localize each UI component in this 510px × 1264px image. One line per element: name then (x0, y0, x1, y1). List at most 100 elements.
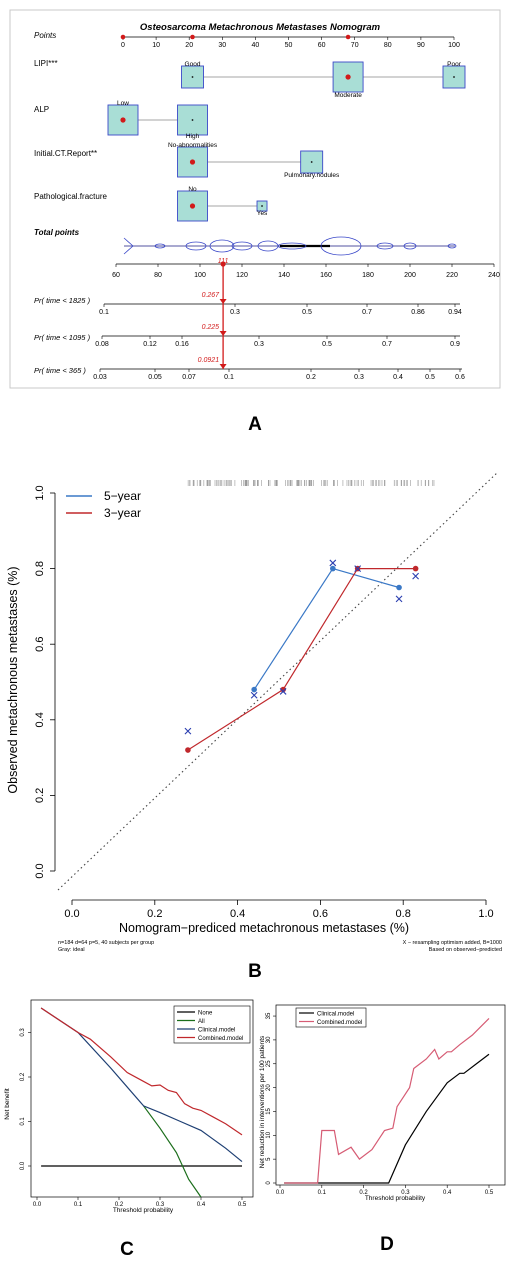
dca-c-x-tick-label: 0.1 (74, 1202, 83, 1208)
probability-tick-label: 0.5 (322, 341, 332, 348)
total-points-tick-label: 240 (488, 272, 500, 279)
calibration-x-tick-label: 0.0 (64, 908, 79, 920)
variable-rows: Good Moderate Poor Low High No-abnormalities P… (107, 61, 466, 222)
calibration-x-tick-label: 0.4 (230, 908, 245, 920)
points-marker (120, 34, 126, 40)
dca-d-y-tick-label: 30 (266, 1036, 272, 1043)
calibration-y-tick-label: 0.8 (34, 561, 46, 576)
variable-label-ct-report: Initial.CT.Report** (34, 149, 97, 158)
calibration-note-left-2: Gray: ideal (58, 947, 85, 953)
calibration-series (184, 559, 420, 753)
total-points-tick-label: 120 (236, 272, 248, 279)
calibration-axes: 0.0 0.0 0.2 0.2 0.4 0.4 0.6 0.6 0.8 0.8 1.0 1.0 (34, 485, 494, 920)
panel-label-b: B (248, 961, 262, 982)
legend-label-3-year: 3−year (104, 506, 141, 520)
calibration-note-right-1: X − resampling optimism added, B=1000 (403, 940, 502, 946)
dca-c-x-label: Threshold probability (113, 1207, 174, 1214)
total-points-tick-label: 60 (112, 272, 120, 279)
probability-tick-label: 0.86 (411, 309, 425, 316)
dca-d-plot-box (275, 1004, 506, 1186)
distribution-shape (123, 237, 134, 255)
optimism-cross (329, 559, 337, 567)
dca-d-legend-label: Clinical.model (317, 1011, 354, 1017)
calibration-x-tick-label: 0.6 (313, 908, 328, 920)
points-tick-label: 10 (152, 42, 160, 49)
variable-label-lipi: LIPI*** (34, 59, 58, 68)
distribution-shape (376, 242, 394, 250)
calibration-note-right-2: Based on observed−predicted (429, 947, 502, 953)
dca-c-x-tick-label: 0.5 (238, 1202, 247, 1208)
level-label: Pulmonary.nodules (284, 172, 340, 179)
dca-d-x-tick-label: 0.1 (318, 1190, 327, 1196)
dca-d-line (284, 1018, 490, 1184)
dca-c-x-tick-label: 0.0 (33, 1202, 42, 1208)
prob-label-1825: Pr( time < 1825 ) (34, 296, 91, 305)
total-points-tick-label: 200 (404, 272, 416, 279)
distribution-shape (320, 236, 362, 256)
prediction-value: 0.0921 (198, 357, 220, 364)
dca-d-y-tick-label: 0 (266, 1181, 272, 1185)
prob-label-1095: Pr( time < 1095 ) (34, 333, 91, 342)
dca-d-x-tick-label: 0.3 (401, 1190, 410, 1196)
probability-tick-label: 0.7 (362, 309, 372, 316)
probability-tick-label: 0.3 (230, 309, 240, 316)
dca-d-y-tick-label: 5 (266, 1157, 272, 1161)
dca-d-y-label: Net reduction in interventions per 100 p… (259, 1035, 266, 1168)
probability-tick-label: 0.5 (302, 309, 312, 316)
dca-d-x-label: Threshold probability (365, 1195, 426, 1202)
probability-tick-label: 0.03 (93, 374, 107, 381)
calibration-panel: 0.0 0.0 0.2 0.2 0.4 0.4 0.6 0.6 0.8 0.8 1.0 1.0 5−y… (6, 471, 502, 953)
calibration-x-label: Nomogram−prediced metachronous metastase… (119, 921, 409, 935)
selected-level-dot (189, 159, 196, 165)
dca-d-y-tick-label: 15 (266, 1107, 272, 1114)
probability-tick-label: 0.3 (254, 341, 264, 348)
dca-d-axes: 0.0 0.1 0.2 0.3 0.4 0.5 0 5 10 15 20 25 30 35 (266, 1004, 506, 1196)
optimism-cross (412, 572, 420, 580)
points-tick-label: 60 (318, 42, 326, 49)
points-tick-label: 80 (384, 42, 392, 49)
level-center-dot (261, 205, 263, 207)
dca-c-line (40, 1007, 243, 1136)
probability-tick-label: 0.08 (95, 341, 109, 348)
dca-d-x-tick-label: 0.2 (359, 1190, 368, 1196)
calibration-rug (187, 480, 435, 486)
dca-c-series (40, 1007, 243, 1198)
distribution-shape (209, 239, 235, 253)
optimism-cross (250, 691, 258, 699)
prediction-arrow (219, 331, 227, 336)
points-axis: 0 10 20 30 40 50 60 70 80 90 100 (120, 34, 460, 49)
probability-tick-label: 0.1 (99, 309, 109, 316)
dca-c-line (40, 1007, 243, 1163)
dca-d-y-tick-label: 25 (266, 1060, 272, 1067)
points-tick-label: 30 (218, 42, 226, 49)
dca-c-plot-box (30, 999, 254, 1198)
points-marker (190, 34, 195, 40)
panel-label-a: A (248, 414, 262, 435)
total-points-axis: 60 80 100 120 140 160 180 200 220 240 (112, 236, 500, 279)
level-center-dot (191, 119, 194, 121)
points-tick-label: 40 (252, 42, 260, 49)
calibration-x-tick-label: 0.2 (147, 908, 162, 920)
level-center-dot (191, 76, 194, 78)
total-points-marker-label: 111 (218, 258, 229, 265)
dca-c-y-tick-label: 0.3 (20, 1028, 26, 1037)
total-points-tick-label: 140 (278, 272, 290, 279)
level-label: Moderate (334, 92, 362, 99)
points-tick-label: 70 (351, 42, 359, 49)
dca-c-y-tick-label: 0.2 (20, 1072, 26, 1081)
dca-d-y-tick-label: 20 (266, 1084, 272, 1091)
nomogram-title: Osteosarcoma Metachronous Metastases Nom… (140, 22, 381, 33)
total-points-tick-label: 220 (446, 272, 458, 279)
calibration-x-tick-label: 1.0 (478, 908, 493, 920)
level-label: No-abnormalities (168, 142, 218, 149)
total-points-tick-label: 100 (194, 272, 206, 279)
dca-d-line (284, 1053, 490, 1184)
calibration-y-tick-label: 1.0 (34, 485, 46, 500)
calibration-y-tick-label: 0.4 (34, 712, 46, 727)
dca-c-legend-label: None (198, 1010, 213, 1016)
calibration-y-tick-label: 0.0 (34, 863, 46, 878)
dca-c-x-tick-label: 0.4 (197, 1202, 206, 1208)
distribution-shape (231, 241, 253, 251)
selected-level-dot (189, 203, 196, 209)
calibration-y-label: Observed metachronous metastases (%) (6, 566, 20, 793)
